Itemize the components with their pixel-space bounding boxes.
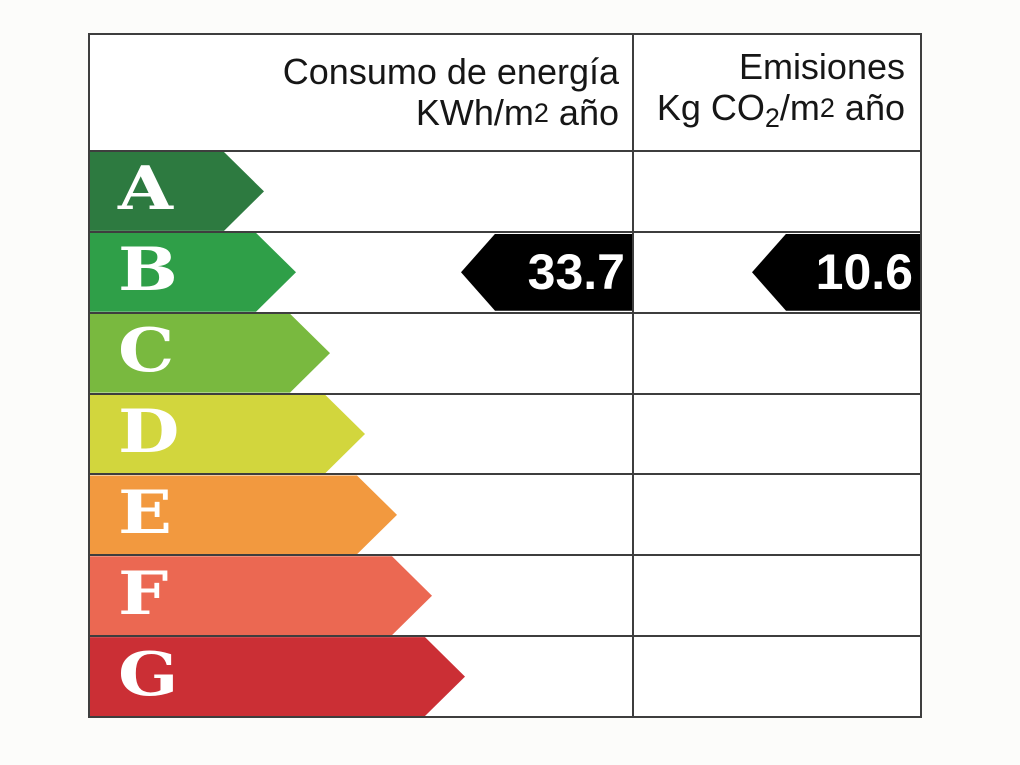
rating-letter: B: [118, 235, 178, 306]
rating-arrow: G: [90, 637, 465, 716]
superscript-2: 2: [819, 93, 835, 123]
rating-arrow: A: [90, 152, 264, 231]
header-emisiones: Emisiones Kg CO2/m2 año: [632, 35, 920, 150]
superscript-2: 2: [533, 98, 549, 128]
header-consumo-unit: KWh/m2 año: [415, 92, 619, 133]
rating-arrow: E: [90, 475, 397, 554]
column-divider: [632, 35, 634, 716]
rating-letter: A: [118, 154, 173, 225]
rating-letter: D: [118, 397, 180, 467]
rating-row-a: A: [90, 150, 920, 231]
rating-arrow: C: [90, 314, 330, 393]
table-header: Consumo de energía KWh/m2 año Emisiones …: [90, 35, 920, 150]
rating-row-f: F: [90, 554, 920, 635]
rating-row-b: B 33.7 10.6: [90, 230, 920, 312]
consumption-value: 33.7: [527, 244, 625, 301]
rating-arrow: F: [90, 556, 432, 635]
header-emisiones-title: Emisiones: [738, 46, 905, 87]
emissions-value: 10.6: [815, 244, 913, 301]
rating-arrow: D: [90, 395, 365, 474]
consumption-value-marker-arrow: 33.7: [461, 233, 632, 311]
rating-letter: E: [118, 477, 172, 548]
rating-letter: C: [118, 316, 175, 387]
rating-row-g: G: [90, 635, 920, 716]
subscript-2: 2: [764, 103, 780, 133]
rating-row-e: E: [90, 473, 920, 554]
energy-label-table: Consumo de energía KWh/m2 año Emisiones …: [88, 33, 922, 718]
rating-letter: F: [118, 558, 169, 629]
rating-row-d: D: [90, 392, 920, 474]
rating-arrow: B: [90, 233, 296, 312]
header-emisiones-unit: Kg CO2/m2 año: [656, 87, 905, 133]
rating-letter: G: [118, 639, 179, 710]
rating-rows: A B 33.7 10.6 C: [90, 150, 920, 716]
rating-row-c: C: [90, 311, 920, 393]
header-consumo-title: Consumo de energía: [282, 51, 619, 92]
emissions-value-marker-arrow: 10.6: [752, 233, 920, 311]
header-consumo: Consumo de energía KWh/m2 año: [90, 35, 632, 150]
